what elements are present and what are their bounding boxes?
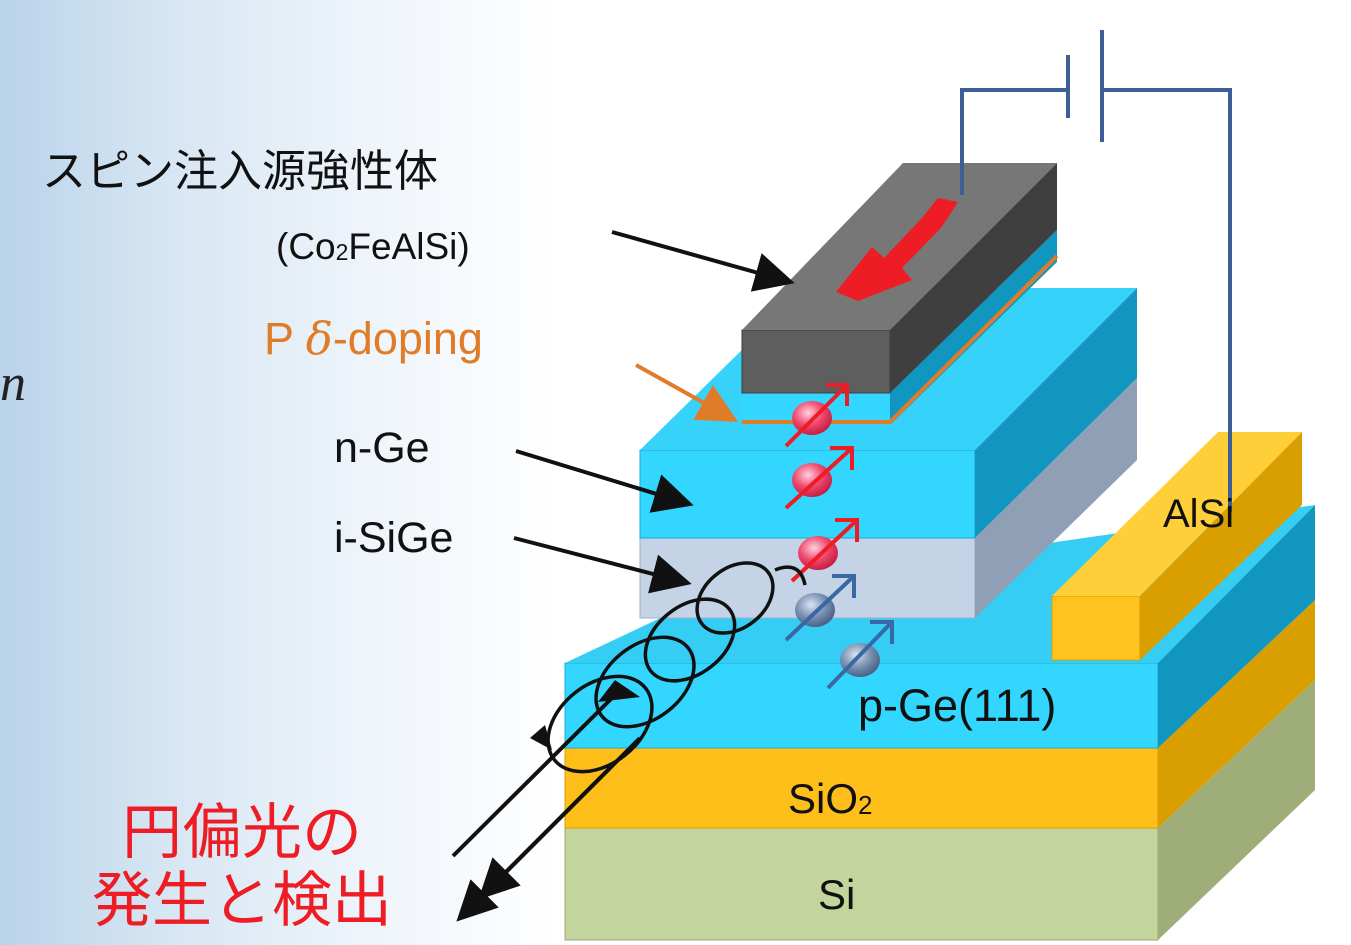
i-sige-label: i-SiGe	[334, 514, 454, 562]
si-label: Si	[818, 871, 856, 918]
alsi-label: AlSi	[1163, 492, 1235, 536]
light-label: 円偏光の 発生と検出	[92, 798, 392, 936]
delta-doping-label: P δ-doping	[264, 312, 483, 365]
light-helix	[546, 561, 807, 774]
p-ge-label: p-Ge(111)	[858, 680, 1057, 731]
edge-text-fragment: n	[0, 355, 26, 412]
light-rotation-arrow	[530, 725, 552, 750]
spin-holes	[784, 574, 894, 690]
circuit-wire	[960, 30, 1232, 512]
spin-source-formula: (Co2FeAlSi)	[276, 226, 470, 267]
spin-up-electrons	[784, 383, 859, 583]
light-label-line1: 円偏光の	[122, 798, 362, 868]
delta-doping-line	[742, 254, 1059, 424]
si-substrate-layer	[564, 680, 1315, 941]
sio2-label: SiO2	[788, 775, 873, 822]
light-arrow-head-up	[598, 680, 640, 702]
magnetization-arrow	[836, 198, 958, 301]
light-double-arrow	[451, 696, 642, 922]
label-pointer-arrows	[513, 230, 795, 594]
n-ge-label: n-Ge	[334, 424, 430, 472]
background-gradient	[0, 0, 560, 945]
spin-source-title: スピン注入源強性体	[42, 146, 438, 197]
light-label-line2: 発生と検出	[92, 865, 392, 936]
alsi-contact	[1051, 432, 1302, 661]
